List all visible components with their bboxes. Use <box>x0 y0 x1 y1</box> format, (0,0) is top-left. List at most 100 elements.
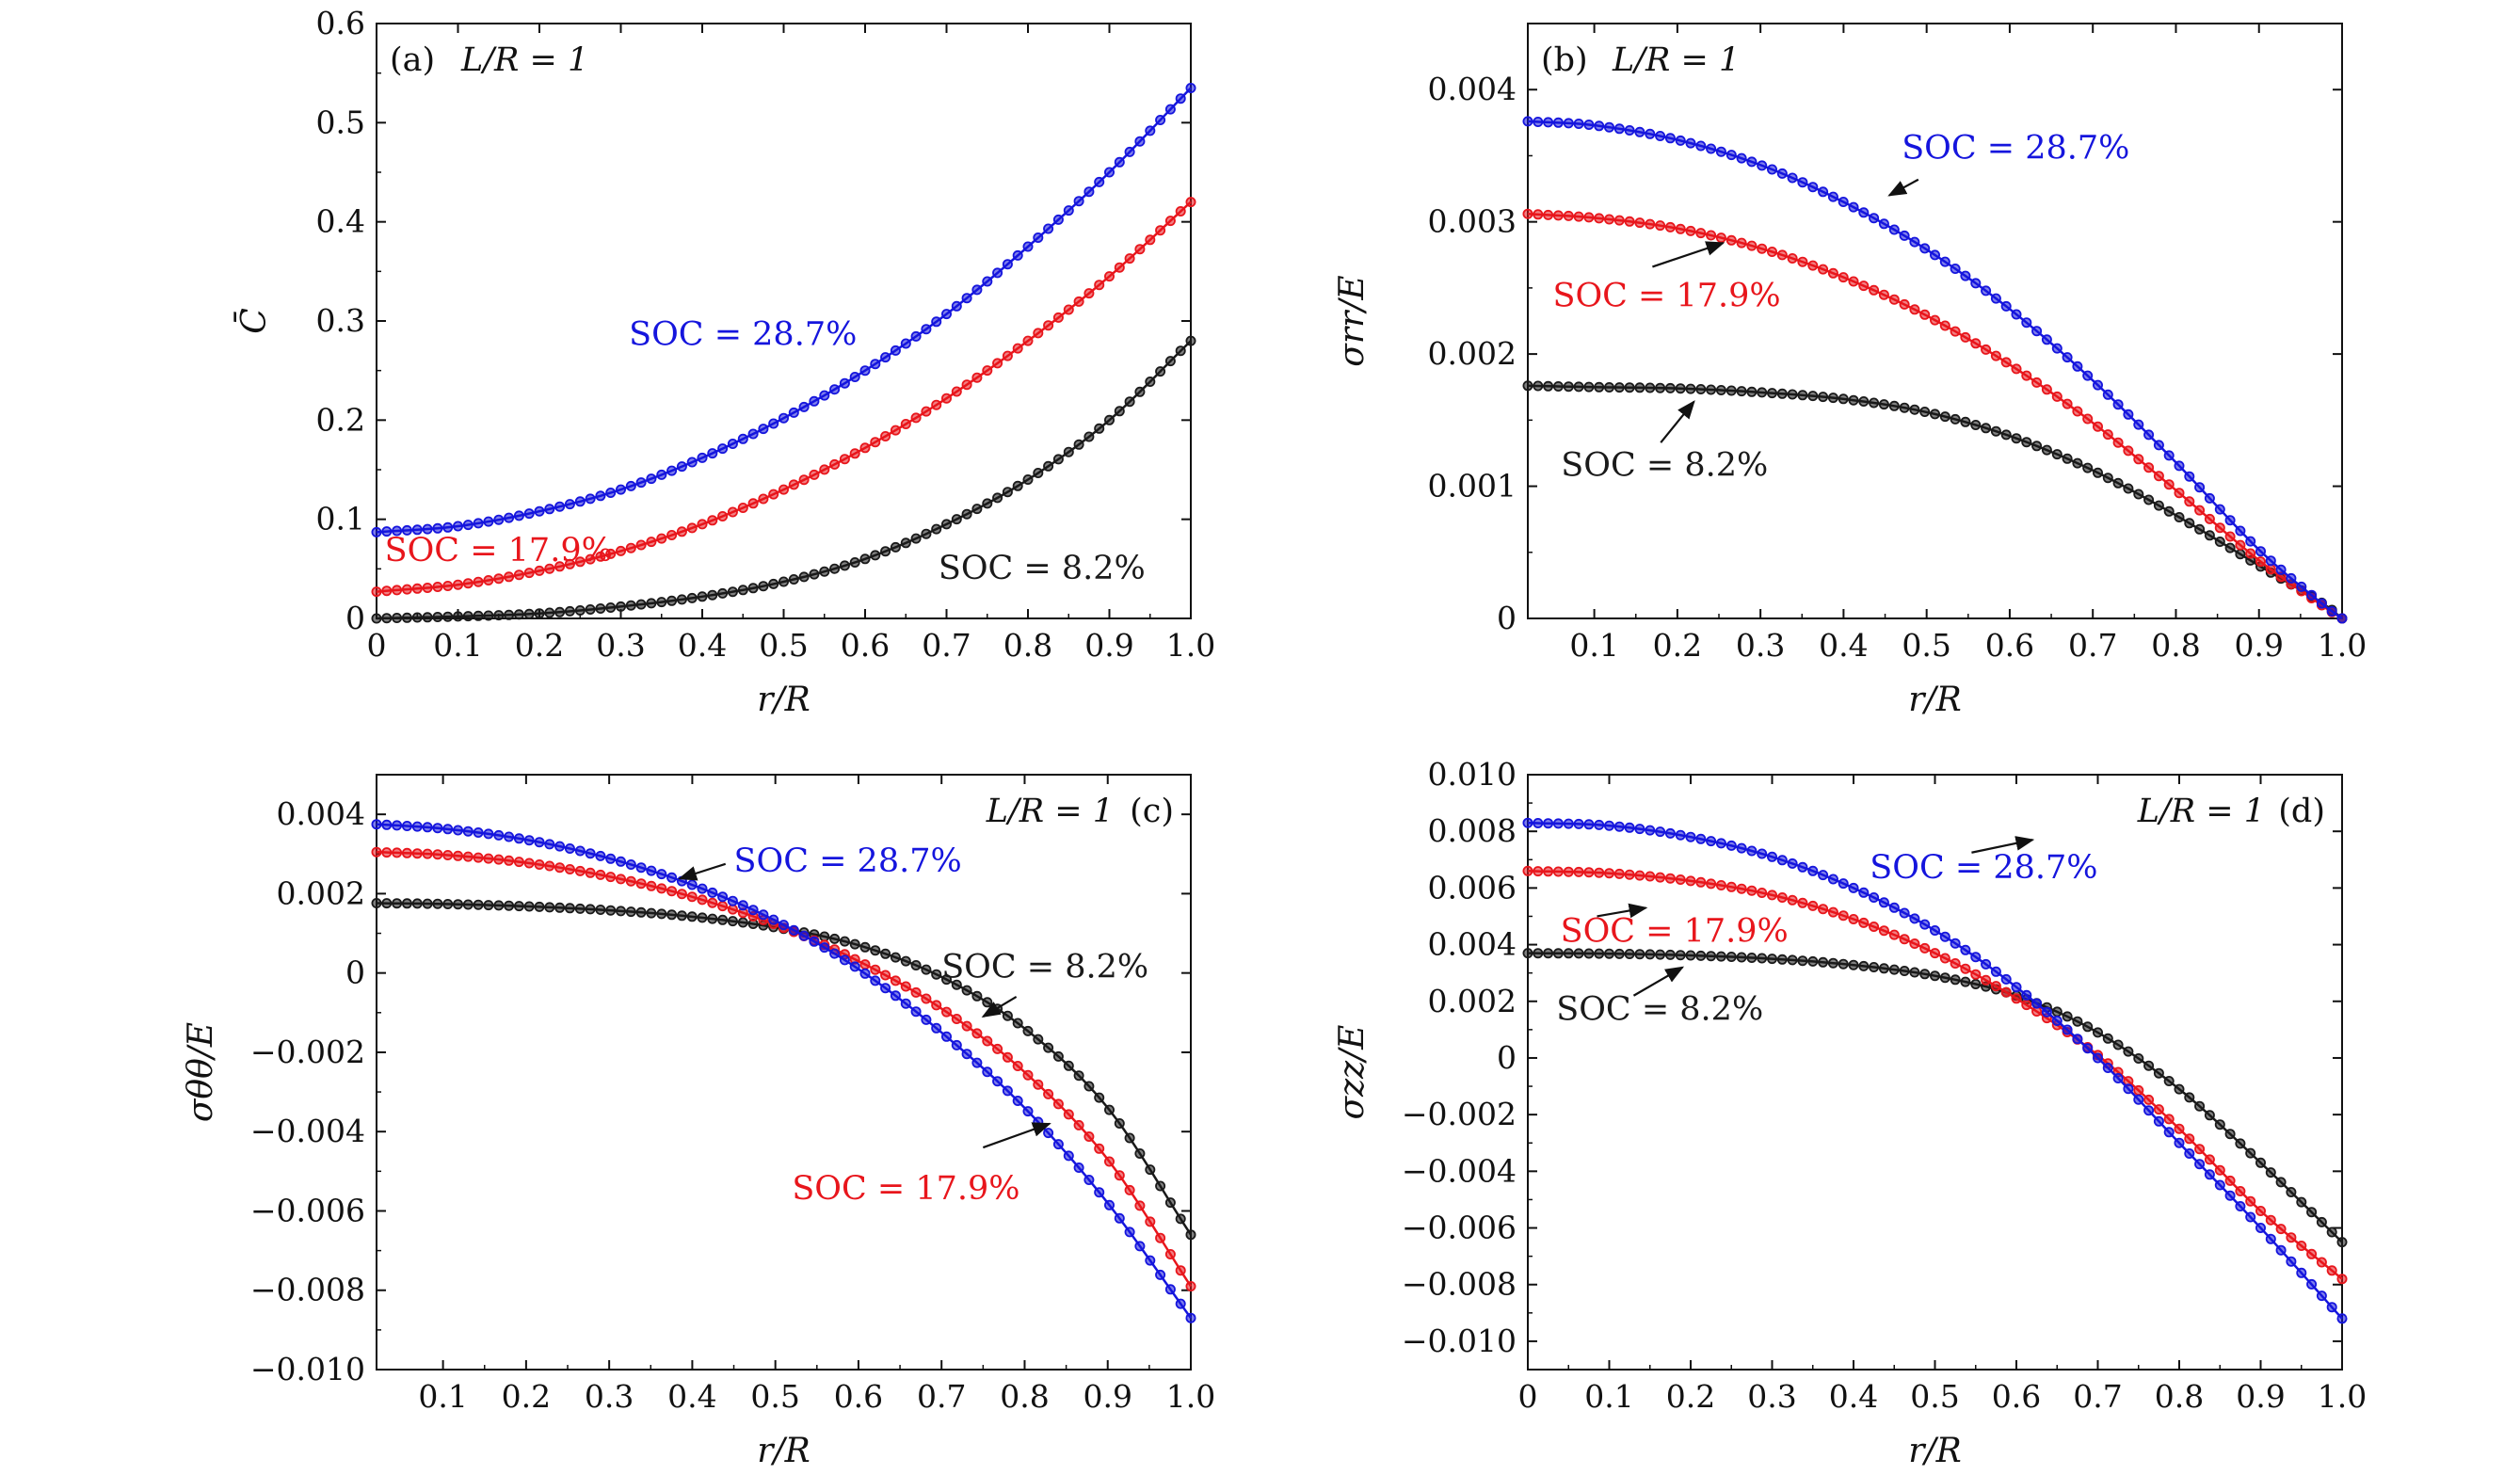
data-point <box>900 537 911 549</box>
data-point <box>768 914 779 925</box>
data-point <box>1909 404 1920 415</box>
data-point <box>1522 116 1533 127</box>
data-point <box>1063 304 1074 315</box>
data-point <box>707 589 718 601</box>
data-point <box>2000 429 2012 441</box>
y-tick-label: 0.2 <box>316 401 365 438</box>
annotation-arrow <box>678 862 727 881</box>
annotation-arrow <box>1597 903 1648 919</box>
data-point <box>1655 826 1666 838</box>
data-point <box>1736 842 1747 854</box>
data-point <box>1624 822 1635 833</box>
data-point <box>483 853 494 864</box>
data-point <box>1725 234 1737 246</box>
data-point <box>992 1043 1003 1054</box>
data-point <box>2306 1207 2318 1218</box>
data-point <box>523 858 535 869</box>
data-point <box>788 407 799 418</box>
data-point <box>1960 270 1971 281</box>
data-point <box>1155 225 1166 236</box>
data-point <box>2275 564 2287 575</box>
data-point <box>1155 1232 1166 1243</box>
data-point <box>778 484 790 495</box>
data-point <box>1134 1241 1146 1252</box>
data-point <box>849 448 860 459</box>
data-point <box>2123 445 2134 457</box>
data-point <box>1776 954 1788 965</box>
data-point <box>747 905 759 916</box>
data-point <box>411 583 423 594</box>
data-point <box>1022 241 1034 252</box>
data-point <box>2336 1313 2348 1324</box>
data-point <box>697 591 708 602</box>
data-point <box>2082 370 2094 381</box>
data-point <box>2174 1083 2185 1095</box>
geometry-label: L/R = 1 <box>986 793 1114 830</box>
data-point <box>921 964 932 975</box>
data-point <box>1134 1148 1146 1160</box>
y-axis-label: σzz/E <box>1333 1025 1372 1120</box>
data-point <box>2011 982 2022 993</box>
y-tick-label: 0.5 <box>316 104 365 140</box>
data-point <box>2133 1053 2144 1065</box>
data-point <box>2336 613 2348 624</box>
data-point <box>422 898 433 909</box>
data-point <box>656 869 667 880</box>
data-point <box>778 412 790 424</box>
data-point <box>931 969 942 980</box>
data-point <box>1909 938 1920 950</box>
data-point <box>2112 477 2124 489</box>
data-point <box>2062 352 2073 363</box>
data-point <box>1899 934 1910 945</box>
data-point <box>1838 878 1849 890</box>
data-point <box>2214 1164 2225 1176</box>
data-point <box>585 867 596 878</box>
data-point <box>941 1031 953 1042</box>
annotation-label: SOC = 28.7% <box>629 315 857 353</box>
data-point <box>635 539 647 551</box>
y-tick-label: 0.008 <box>1428 812 1517 849</box>
data-point <box>941 309 953 320</box>
data-point <box>2082 1043 2094 1054</box>
data-point <box>1613 215 1625 226</box>
x-axis-label: r/R <box>757 681 810 719</box>
data-point <box>2336 1274 2348 1285</box>
data-point <box>1888 400 1900 411</box>
data-point <box>493 514 505 525</box>
data-point <box>462 578 474 589</box>
data-point <box>371 846 382 858</box>
data-point <box>1604 868 1615 879</box>
data-point <box>2214 1119 2225 1130</box>
y-tick-label: 0 <box>1497 600 1517 636</box>
data-point <box>1134 386 1146 397</box>
data-point <box>442 824 454 835</box>
x-tick-label: 0.1 <box>1584 1378 1633 1415</box>
data-point <box>1869 397 1880 409</box>
data-point <box>646 865 657 876</box>
data-point <box>1706 878 1717 890</box>
data-point <box>1675 950 1686 961</box>
data-point <box>1858 207 1870 218</box>
data-point <box>411 612 423 623</box>
data-point <box>1573 211 1584 222</box>
data-point <box>401 898 412 909</box>
data-point <box>635 906 647 918</box>
data-point <box>1807 865 1819 876</box>
data-point <box>951 386 962 397</box>
data-point <box>2072 361 2083 372</box>
data-point <box>2296 1196 2307 1208</box>
data-point <box>1960 331 1971 343</box>
plot-frame <box>1527 23 2343 619</box>
data-point <box>1797 955 1808 967</box>
data-point <box>2163 1076 2175 1087</box>
data-point <box>1725 881 1737 892</box>
data-point <box>1878 399 1889 410</box>
data-point <box>513 901 524 912</box>
data-point <box>2194 482 2206 493</box>
data-point <box>870 975 881 986</box>
data-point <box>727 916 738 927</box>
data-point <box>1124 1132 1135 1144</box>
data-point <box>1838 910 1849 922</box>
data-point <box>1909 913 1920 924</box>
data-point <box>1573 866 1584 877</box>
